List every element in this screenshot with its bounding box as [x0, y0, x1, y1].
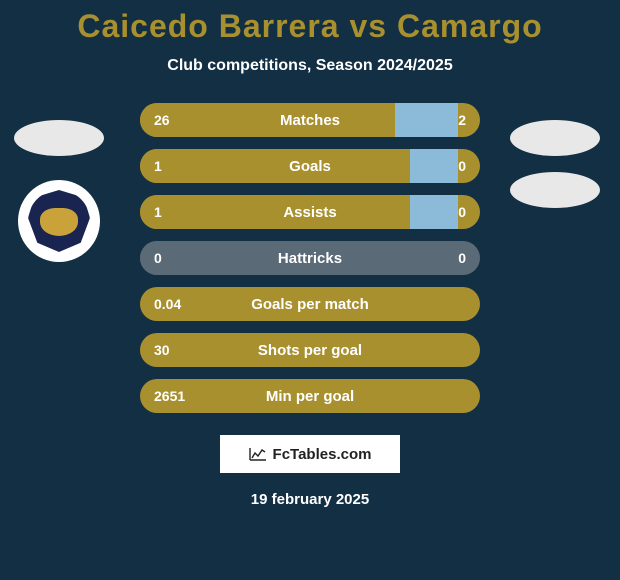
page-title: Caicedo Barrera vs Camargo: [0, 0, 620, 45]
stat-label: Assists: [140, 204, 480, 221]
date-label: 19 february 2025: [0, 491, 620, 508]
chart-icon: [249, 447, 267, 461]
stat-value-right: 0: [458, 158, 480, 174]
stat-value-right: 0: [458, 250, 480, 266]
stat-row: 1Assists0: [140, 195, 480, 229]
stat-label: Goals per match: [140, 296, 480, 313]
stat-row: 30Shots per goal: [140, 333, 480, 367]
stat-label: Matches: [140, 112, 480, 129]
stat-value-right: 0: [458, 204, 480, 220]
stat-label: Goals: [140, 158, 480, 175]
stat-row: 1Goals0: [140, 149, 480, 183]
stat-value-right: 2: [458, 112, 480, 128]
club-crest-shield: [28, 190, 90, 252]
stat-row: 0.04Goals per match: [140, 287, 480, 321]
player-badge-right-1: [510, 120, 600, 156]
stat-row: 26Matches2: [140, 103, 480, 137]
player-badge-right-2: [510, 172, 600, 208]
player-badge-left: [14, 120, 104, 156]
stat-label: Hattricks: [140, 250, 480, 267]
club-crest-icon: [40, 208, 78, 236]
watermark: FcTables.com: [220, 435, 400, 473]
stat-label: Shots per goal: [140, 342, 480, 359]
stat-label: Min per goal: [140, 388, 480, 405]
watermark-text: FcTables.com: [273, 446, 372, 463]
club-logo-left: [18, 180, 100, 262]
comparison-rows: 26Matches21Goals01Assists00Hattricks00.0…: [140, 103, 480, 413]
stat-row: 0Hattricks0: [140, 241, 480, 275]
subtitle: Club competitions, Season 2024/2025: [0, 57, 620, 75]
stat-row: 2651Min per goal: [140, 379, 480, 413]
